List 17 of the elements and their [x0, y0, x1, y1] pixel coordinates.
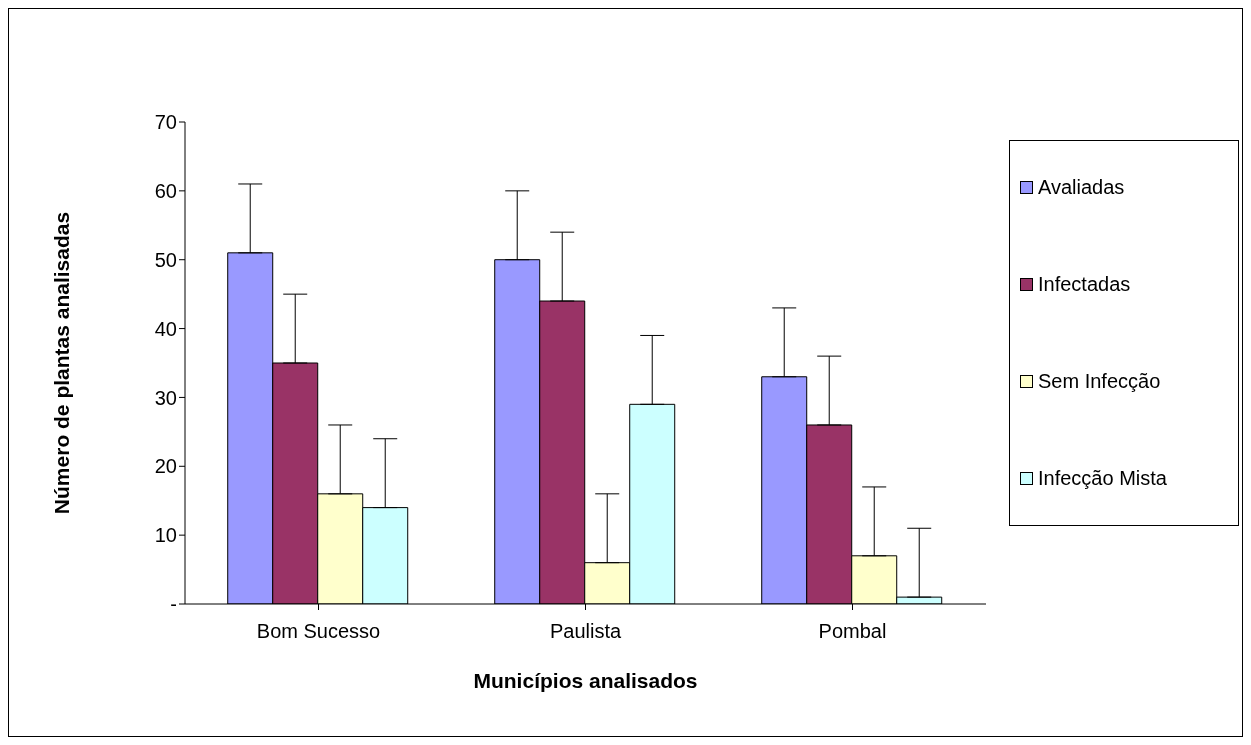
- y-tick-label: 20: [154, 455, 177, 478]
- x-tick-label: Paulista: [549, 620, 622, 643]
- legend-label: Infecção Mista: [1038, 467, 1167, 490]
- y-tick-label: -: [170, 593, 177, 616]
- y-axis-title: Número de plantas analisadas: [50, 211, 74, 515]
- legend-label: Sem Infecção: [1038, 370, 1161, 393]
- y-tick-label: 10: [154, 524, 177, 547]
- legend-label: Avaliadas: [1038, 176, 1125, 199]
- x-axis-title: Municípios analisados: [473, 669, 698, 692]
- y-tick-label: 30: [154, 386, 177, 409]
- y-tick-label: 50: [154, 248, 177, 271]
- x-tick-label: Bom Sucesso: [256, 620, 381, 643]
- x-tick-label: Pombal: [818, 620, 887, 643]
- y-tick-label: 70: [154, 111, 177, 134]
- legend-label: Infectadas: [1038, 273, 1131, 296]
- y-tick-label: 40: [154, 317, 177, 340]
- y-tick-label: 60: [154, 179, 177, 202]
